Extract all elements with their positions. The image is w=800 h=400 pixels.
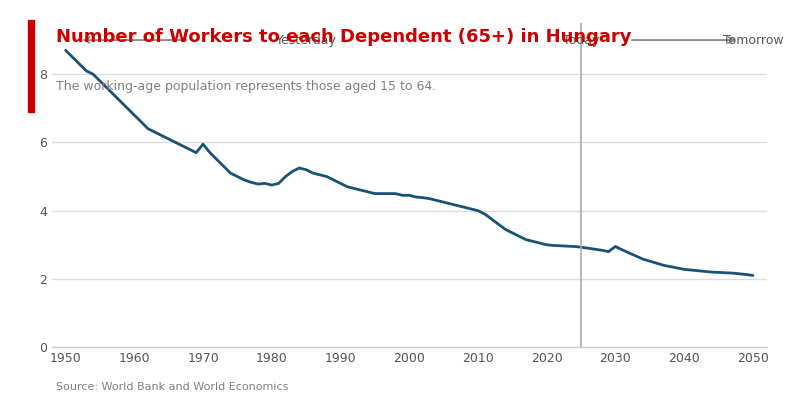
Text: Today: Today bbox=[563, 34, 599, 46]
Text: Tomorrow: Tomorrow bbox=[722, 34, 783, 46]
Text: The working-age population represents those aged 15 to 64.: The working-age population represents th… bbox=[56, 80, 436, 93]
Text: Yesterday: Yesterday bbox=[276, 34, 337, 46]
Text: Number of Workers to each Dependent (65+) in Hungary: Number of Workers to each Dependent (65+… bbox=[56, 28, 631, 46]
Text: Source: World Bank and World Economics: Source: World Bank and World Economics bbox=[56, 382, 288, 392]
